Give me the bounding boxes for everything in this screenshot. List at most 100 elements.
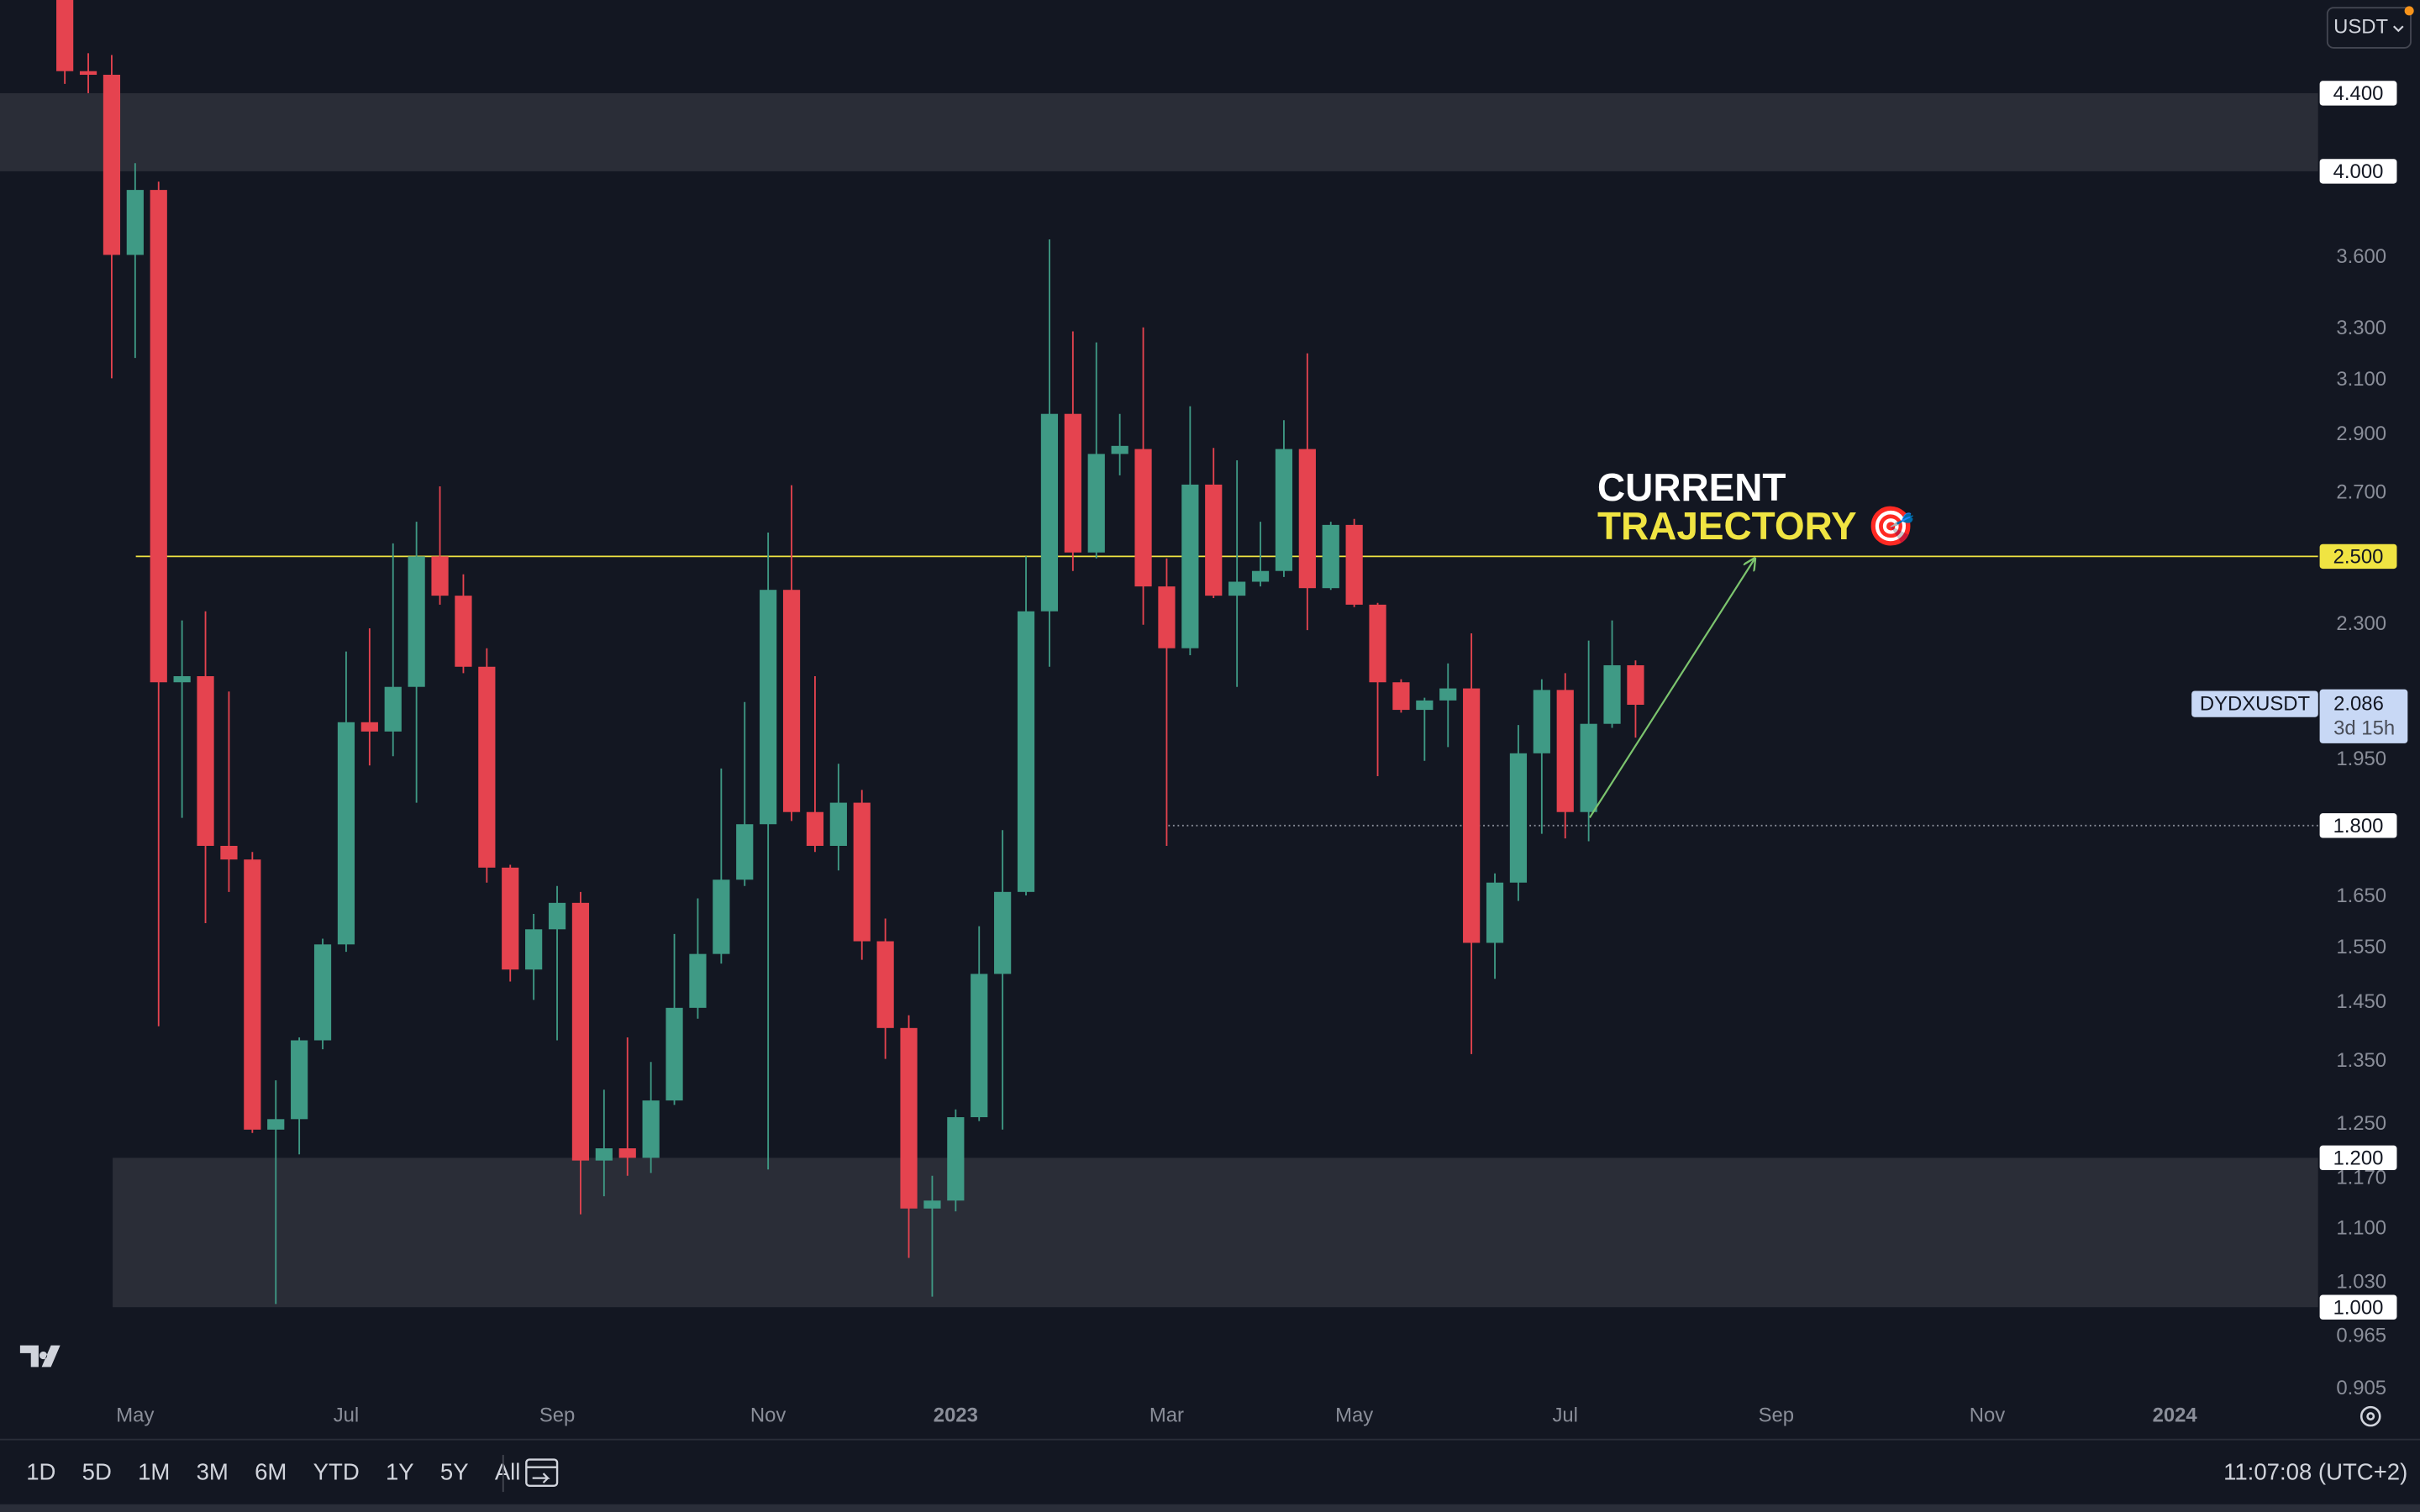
y-tick-label: 1.350 (2336, 1049, 2386, 1072)
date-range-button[interactable] (525, 1458, 559, 1487)
candle-body (360, 722, 378, 732)
annotation-line-2: TRAJECTORY 🎯 (1597, 504, 1915, 548)
candle-body (408, 556, 425, 687)
candle-body (595, 1148, 613, 1161)
y-tick-label: 3.300 (2336, 317, 2386, 339)
y-tick-label: 0.965 (2336, 1324, 2386, 1347)
candle-body (971, 974, 988, 1117)
level-label-box (2319, 813, 2397, 838)
level-label-box (2319, 159, 2397, 184)
candle-body (79, 71, 97, 76)
candle-body (689, 953, 707, 1008)
candle-body (806, 811, 824, 846)
candle-body (1205, 484, 1223, 596)
candle-body (760, 590, 777, 825)
currency-label[interactable]: USDT (2333, 15, 2388, 38)
candle-body (1556, 690, 1574, 812)
candle-body (876, 941, 894, 1028)
candle-body (244, 859, 261, 1130)
range-button[interactable]: 1M (138, 1458, 170, 1484)
dropdown-caret (2392, 25, 2404, 33)
candle-body (1369, 604, 1386, 683)
range-button[interactable]: 5D (82, 1458, 112, 1484)
calendar-icon[interactable] (525, 1458, 559, 1487)
level-label-box (2319, 1294, 2397, 1320)
symbol-box (2191, 690, 2318, 717)
candle-body (1416, 700, 1434, 711)
candle-body (736, 824, 754, 880)
currency-box[interactable] (2326, 7, 2412, 49)
y-tick-label: 3.600 (2336, 245, 2386, 268)
range-button[interactable]: YTD (313, 1458, 360, 1484)
bottom-strip (0, 1504, 2420, 1512)
range-button[interactable]: 1D (26, 1458, 55, 1484)
candle-body (1040, 413, 1059, 612)
y-tick-label: 0.905 (2336, 1377, 2386, 1399)
x-tick-label: May (116, 1404, 154, 1426)
x-tick-label: Nov (1970, 1404, 2006, 1426)
candle-body (1158, 586, 1176, 648)
candle-body (150, 190, 167, 683)
candle-body (923, 1200, 941, 1209)
candle-body (173, 675, 191, 683)
level-label: 4.000 (2333, 160, 2384, 183)
candle-body (103, 75, 121, 255)
x-tick-label: Nov (750, 1404, 786, 1426)
candle-body (337, 722, 355, 945)
candle-body (666, 1007, 683, 1101)
settings-ring[interactable] (2360, 1405, 2381, 1427)
zone (113, 1158, 2318, 1308)
candle-body (1439, 688, 1457, 701)
settings-icon[interactable] (2360, 1405, 2381, 1427)
candle-body (1064, 413, 1081, 553)
candle-body (713, 879, 730, 954)
candle-body (1322, 524, 1339, 589)
candle-body (618, 1148, 636, 1158)
zone (0, 92, 2318, 171)
candle-body (1627, 664, 1644, 705)
time-axis: May Jul Sep Nov 2023 Mar May Jul Sep Nov 2024 (116, 1404, 2197, 1426)
level-label: 1.200 (2333, 1147, 2384, 1170)
range-button[interactable]: 6M (255, 1458, 287, 1484)
annotation-line-1: CURRENT (1597, 465, 1786, 509)
symbol-tag: DYDXUSDT 2.086 3d 15h (2191, 689, 2408, 743)
candle-body (1603, 664, 1621, 724)
calendar-arrow (532, 1473, 550, 1483)
range-button[interactable]: 5Y (440, 1458, 469, 1484)
candle-body (56, 0, 74, 71)
range-button[interactable]: 1Y (386, 1458, 414, 1484)
candle-body (1111, 445, 1128, 454)
candle-body (1017, 611, 1035, 892)
currency-selector[interactable]: USDT (2326, 6, 2414, 49)
x-tick-label: May (1335, 1404, 1373, 1426)
x-tick-label: Sep (1759, 1404, 1794, 1426)
y-tick-label: 2.900 (2336, 423, 2386, 445)
candle-body (994, 891, 1012, 974)
candle-body (267, 1119, 285, 1130)
candle-body (197, 675, 214, 846)
candle-body (455, 596, 472, 667)
level-lines (135, 555, 2318, 827)
level-label: 1.800 (2333, 815, 2384, 837)
symbol-label: DYDXUSDT (2200, 692, 2311, 715)
range-button[interactable]: All (495, 1458, 521, 1484)
y-tick-label: 1.450 (2336, 990, 2386, 1013)
y-tick-label: 2.300 (2336, 612, 2386, 635)
candle-body (525, 929, 543, 970)
y-tick-label: 1.950 (2336, 748, 2386, 770)
candle-body (126, 190, 144, 255)
x-tick-label: Jul (1552, 1404, 1577, 1426)
candle-body (829, 802, 847, 846)
zones (0, 92, 2318, 1308)
candle-body (1345, 524, 1363, 605)
candle-body (1580, 723, 1597, 812)
trajectory-arrow (1588, 559, 1755, 819)
range-button[interactable]: 3M (197, 1458, 229, 1484)
candles (56, 0, 1644, 1305)
clock[interactable]: 11:07:08 (UTC+2) (2223, 1458, 2407, 1484)
candle-body (642, 1100, 660, 1158)
candle-body (947, 1116, 965, 1201)
y-tick-label: 2.700 (2336, 481, 2386, 504)
candle-body (478, 666, 496, 868)
